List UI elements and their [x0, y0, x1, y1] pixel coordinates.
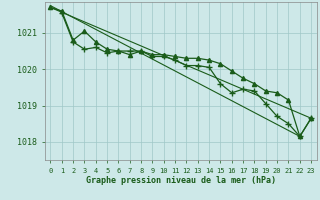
X-axis label: Graphe pression niveau de la mer (hPa): Graphe pression niveau de la mer (hPa) [86, 176, 276, 185]
